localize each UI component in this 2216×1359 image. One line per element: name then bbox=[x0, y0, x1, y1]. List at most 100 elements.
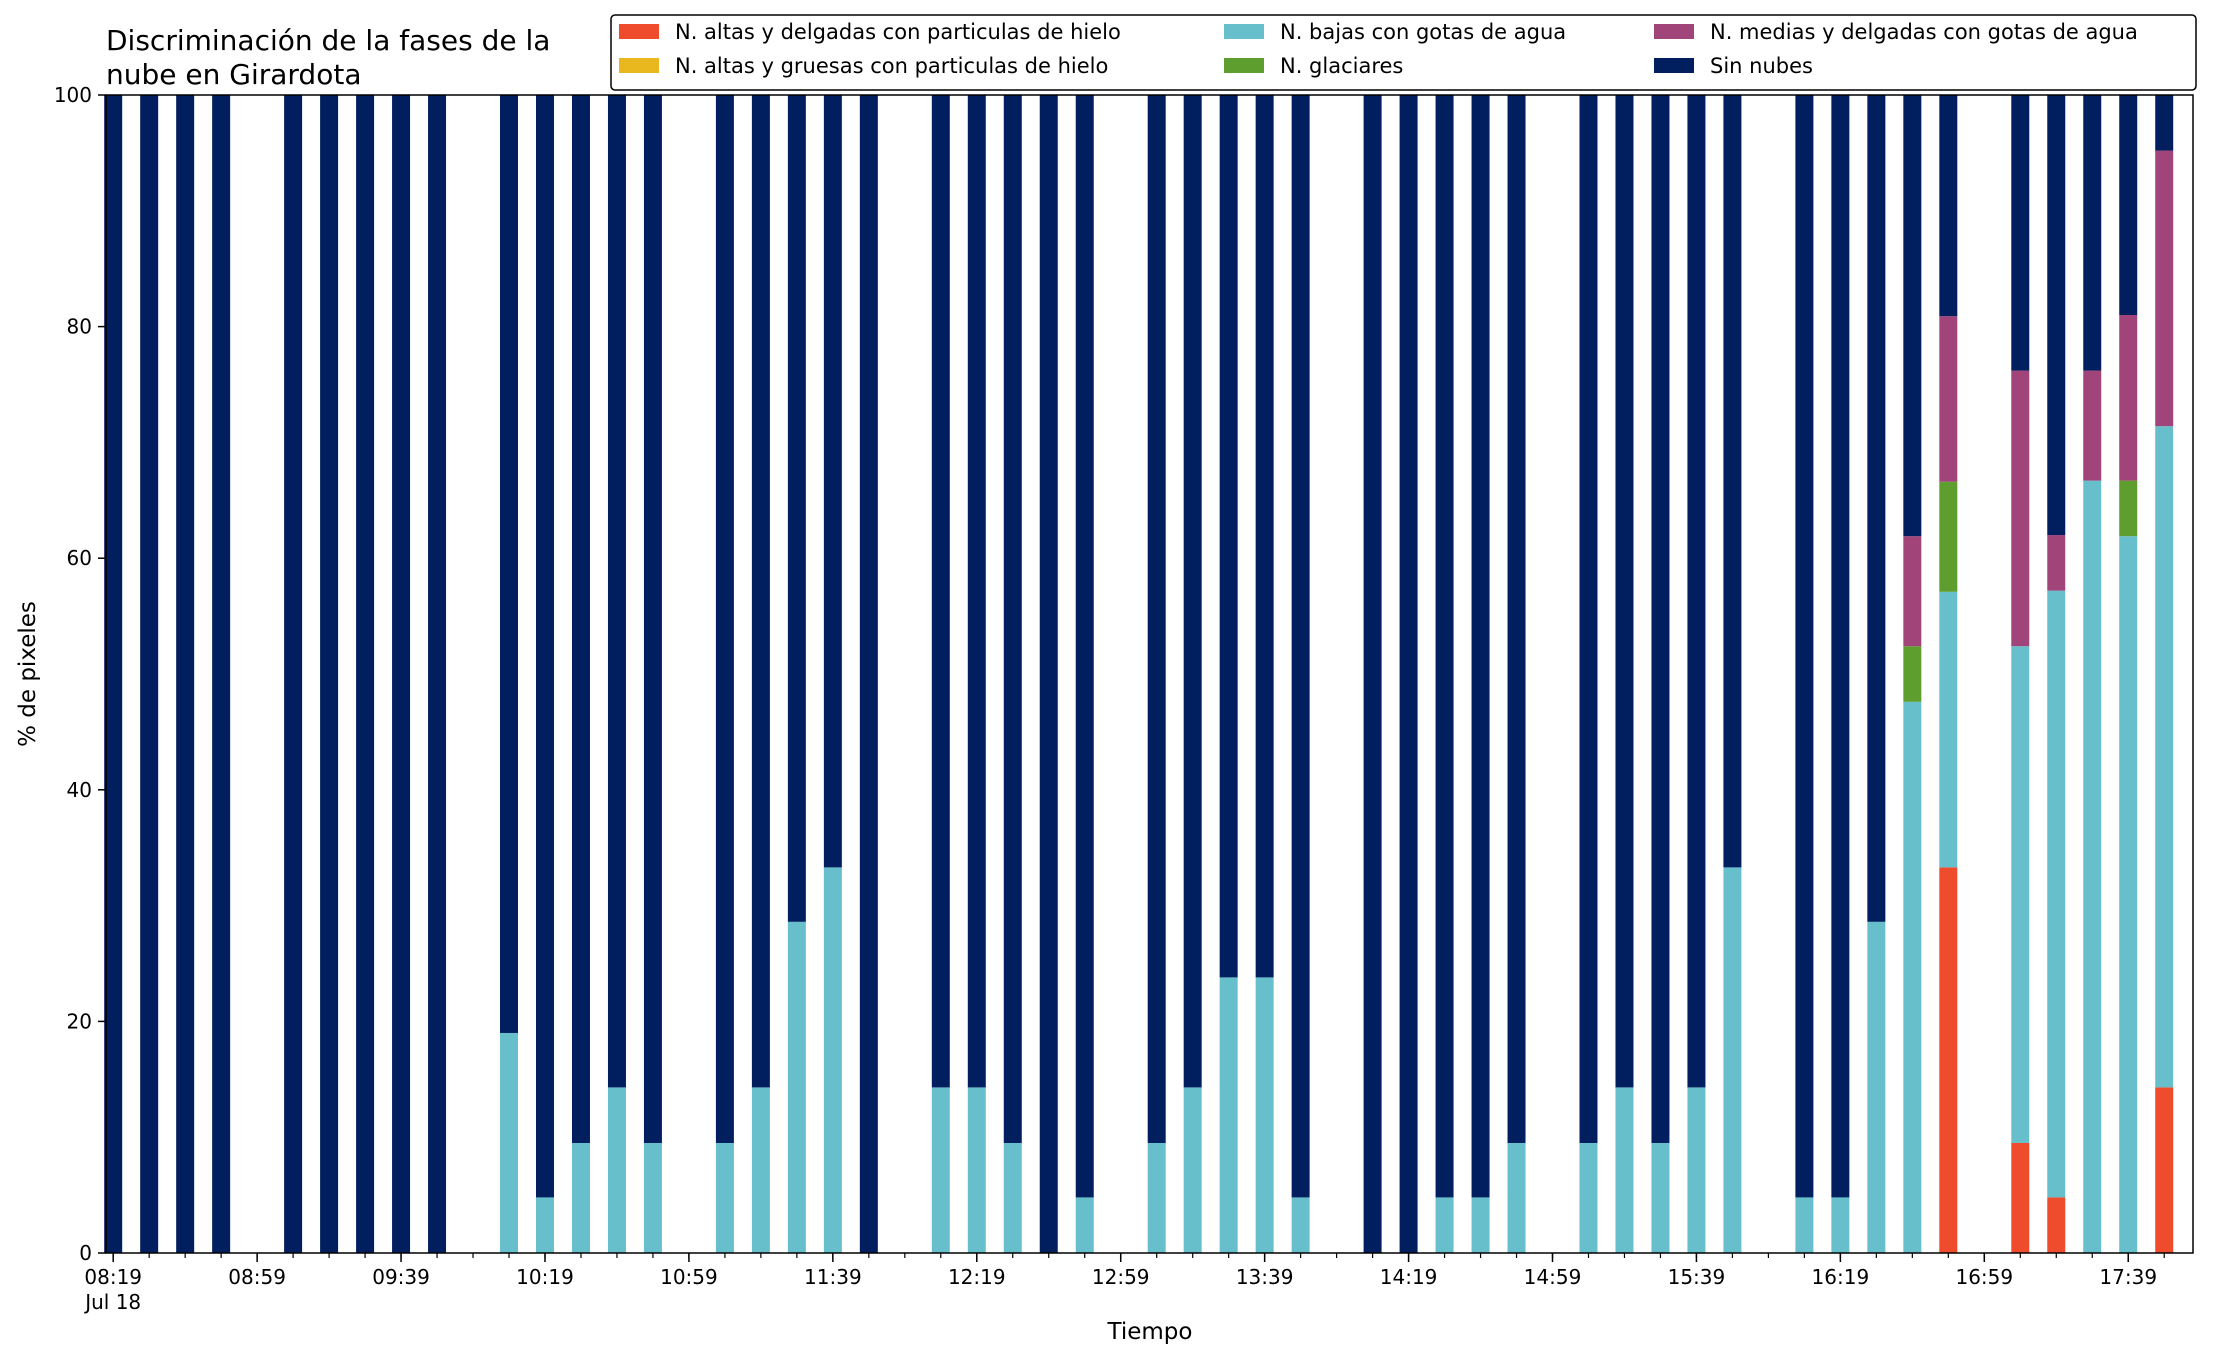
bar-water_low-34 bbox=[1579, 1142, 1598, 1253]
bar-water_mid-46 bbox=[2083, 370, 2102, 481]
bar-clear-20 bbox=[967, 95, 986, 1088]
bar-water_low-46 bbox=[2083, 480, 2102, 1253]
bar-clear-48 bbox=[2155, 95, 2174, 151]
y-tick-label-0: 0 bbox=[79, 1241, 92, 1265]
legend-label-clear: Sin nubes bbox=[1710, 54, 1813, 78]
bar-water_low-11 bbox=[571, 1142, 590, 1253]
bar-clear-37 bbox=[1687, 95, 1706, 1088]
bar-clear-42 bbox=[1903, 95, 1922, 537]
bar-water_low-23 bbox=[1075, 1197, 1094, 1253]
bar-water_low-45 bbox=[2047, 590, 2066, 1198]
bar-water_low-31 bbox=[1435, 1197, 1454, 1253]
bar-glacier-47 bbox=[2119, 480, 2138, 537]
bar-clear-14 bbox=[715, 95, 734, 1143]
bar-water_low-41 bbox=[1867, 921, 1886, 1253]
bar-water_low-19 bbox=[931, 1087, 950, 1253]
x-tick-label-0: 08:19 bbox=[84, 1265, 142, 1289]
bar-clear-29 bbox=[1363, 95, 1382, 1253]
bar-clear-25 bbox=[1183, 95, 1202, 1088]
x-tick-label-5: 11:39 bbox=[804, 1265, 862, 1289]
bar-clear-32 bbox=[1471, 95, 1490, 1198]
bar-clear-22 bbox=[1039, 95, 1058, 1253]
legend-swatch-ice_thin bbox=[619, 24, 659, 39]
bar-water_low-40 bbox=[1831, 1197, 1850, 1253]
bar-clear-39 bbox=[1795, 95, 1814, 1198]
bar-clear-7 bbox=[392, 95, 411, 1253]
bar-water_low-42 bbox=[1903, 701, 1922, 1253]
bar-water_low-38 bbox=[1723, 867, 1742, 1253]
bar-clear-11 bbox=[571, 95, 590, 1143]
x-tick-label-6: 12:19 bbox=[948, 1265, 1006, 1289]
legend-label-ice_thin: N. altas y delgadas con particulas de hi… bbox=[675, 20, 1121, 44]
bar-water_low-36 bbox=[1651, 1142, 1670, 1253]
bar-clear-19 bbox=[931, 95, 950, 1088]
bar-clear-45 bbox=[2047, 95, 2066, 536]
bar-clear-30 bbox=[1399, 95, 1418, 1253]
y-tick-label-4: 80 bbox=[67, 315, 92, 339]
legend-swatch-water_low bbox=[1224, 24, 1264, 39]
bar-clear-41 bbox=[1867, 95, 1886, 922]
bar-water_mid-44 bbox=[2011, 370, 2030, 647]
x-tick-label-14: 17:39 bbox=[2099, 1265, 2157, 1289]
x-tick-label-10: 14:59 bbox=[1524, 1265, 1582, 1289]
legend-items: N. altas y delgadas con particulas de hi… bbox=[619, 20, 2138, 78]
x-tick-label-8: 13:39 bbox=[1236, 1265, 1294, 1289]
bar-water_low-27 bbox=[1255, 977, 1274, 1253]
bar-clear-26 bbox=[1219, 95, 1238, 978]
legend-swatch-ice_thick bbox=[619, 58, 659, 73]
bar-clear-36 bbox=[1651, 95, 1670, 1143]
bar-clear-46 bbox=[2083, 95, 2102, 371]
bar-clear-4 bbox=[284, 95, 303, 1253]
bar-clear-27 bbox=[1255, 95, 1274, 978]
plot-frame bbox=[105, 94, 2194, 1254]
bar-water_low-15 bbox=[751, 1087, 770, 1253]
bar-water_low-32 bbox=[1471, 1197, 1490, 1253]
x-tick-label-11: 15:39 bbox=[1668, 1265, 1726, 1289]
bar-water_low-17 bbox=[823, 867, 842, 1253]
bar-clear-47 bbox=[2119, 95, 2138, 316]
bar-glacier-43 bbox=[1939, 481, 1958, 592]
bars-layer bbox=[104, 95, 2174, 1253]
bar-clear-38 bbox=[1723, 95, 1742, 868]
legend-label-glacier: N. glaciares bbox=[1280, 54, 1403, 78]
bar-water_low-20 bbox=[967, 1087, 986, 1253]
legend-label-ice_thick: N. altas y gruesas con particulas de hie… bbox=[675, 54, 1108, 78]
bar-clear-5 bbox=[320, 95, 339, 1253]
y-tick-label-2: 40 bbox=[67, 778, 92, 802]
bar-clear-0 bbox=[104, 95, 123, 1253]
bar-clear-17 bbox=[823, 95, 842, 868]
bar-ice_thin-44 bbox=[2011, 1142, 2030, 1253]
x-tick-label-12: 16:19 bbox=[1812, 1265, 1870, 1289]
bar-water_mid-43 bbox=[1939, 316, 1958, 482]
bar-water_low-16 bbox=[787, 921, 806, 1253]
x-axis-label: Tiempo bbox=[1107, 1319, 1193, 1345]
bar-ice_thin-43 bbox=[1939, 867, 1958, 1253]
y-tick-label-1: 20 bbox=[67, 1009, 92, 1033]
x-tick-label-4: 10:59 bbox=[660, 1265, 718, 1289]
bar-clear-40 bbox=[1831, 95, 1850, 1198]
bar-clear-18 bbox=[859, 95, 878, 1253]
bar-water_low-10 bbox=[535, 1197, 554, 1253]
x-tick-label-13: 16:59 bbox=[1955, 1265, 2013, 1289]
legend: N. altas y delgadas con particulas de hi… bbox=[610, 14, 2197, 91]
bar-water_mid-45 bbox=[2047, 535, 2066, 591]
y-axis: 0 20 40 60 80 100 bbox=[54, 83, 106, 1265]
bar-water_mid-48 bbox=[2155, 150, 2174, 427]
x-axis: 08:19 08:59 09:39 10:19 10:59 11:39 12:19 12:59… bbox=[83, 1253, 2165, 1314]
legend-swatch-water_mid bbox=[1654, 24, 1694, 39]
x-tick-label-7: 12:59 bbox=[1092, 1265, 1150, 1289]
legend-label-water_low: N. bajas con gotas de agua bbox=[1280, 20, 1566, 44]
bar-water_low-37 bbox=[1687, 1087, 1706, 1253]
bar-clear-24 bbox=[1147, 95, 1166, 1143]
bar-clear-8 bbox=[428, 95, 447, 1253]
bar-water_mid-42 bbox=[1903, 536, 1922, 647]
bar-clear-12 bbox=[607, 95, 626, 1088]
y-tick-label-3: 60 bbox=[67, 546, 92, 570]
bar-water_mid-47 bbox=[2119, 315, 2138, 481]
bar-water_low-14 bbox=[715, 1142, 734, 1253]
bar-clear-2 bbox=[176, 95, 195, 1253]
bar-clear-6 bbox=[356, 95, 375, 1253]
bar-clear-35 bbox=[1615, 95, 1634, 1088]
